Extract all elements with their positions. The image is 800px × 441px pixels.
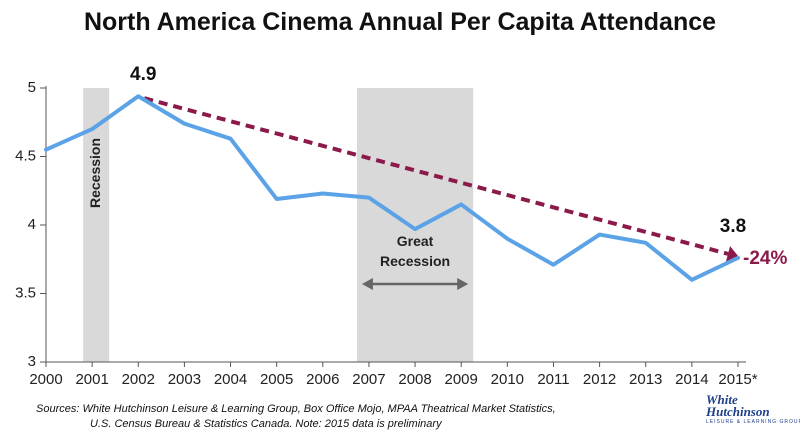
- x-tick-label: 2001: [75, 371, 108, 388]
- recession-label: Recession: [87, 138, 103, 208]
- range-arrow-right-head: [457, 278, 469, 290]
- logo-line-2: Hutchinson: [706, 404, 770, 419]
- x-tick-label: 2007: [352, 371, 385, 388]
- x-tick-label: 2009: [445, 371, 478, 388]
- white-hutchinson-logo: White Hutchinson Leisure & Learning Grou…: [706, 392, 800, 436]
- x-tick-label: 2004: [214, 371, 247, 388]
- recession-band: [356, 88, 474, 362]
- x-tick-label: 2000: [29, 371, 62, 388]
- percent-change-label: -24%: [743, 248, 787, 269]
- y-tick-label: 3.5: [15, 284, 36, 301]
- sources-line-2: U.S. Census Bureau & Statistics Canada. …: [90, 418, 442, 430]
- x-tick-label: 2012: [583, 371, 616, 388]
- x-tick-label: 2002: [122, 371, 155, 388]
- range-arrow-left-head: [361, 278, 373, 290]
- trend-line: [143, 96, 729, 256]
- y-tick-label: 4.5: [15, 147, 36, 164]
- sources-line-1: Sources: White Hutchinson Leisure & Lear…: [36, 403, 556, 415]
- logo-tagline: Leisure & Learning Group: [706, 419, 800, 425]
- attendance-line: [44, 94, 740, 282]
- y-tick-label: 4: [28, 216, 36, 233]
- x-tick-label: 2010: [491, 371, 524, 388]
- x-tick-label: 2006: [306, 371, 339, 388]
- chart-title: North America Cinema Annual Per Capita A…: [83, 8, 717, 36]
- y-tick-label: 5: [28, 79, 36, 96]
- x-tick-label: 2008: [398, 371, 431, 388]
- x-tick-label: 2005: [260, 371, 293, 388]
- y-tick-label: 3: [28, 353, 36, 370]
- logo-line-1: White: [706, 392, 738, 407]
- great-recession-label-line-2: Recession: [380, 253, 450, 269]
- sources-note: Sources: White Hutchinson Leisure & Lear…: [36, 402, 556, 432]
- x-tick-label: 2013: [629, 371, 662, 388]
- x-tick-label: 2014: [675, 371, 708, 388]
- x-tick-label: 2003: [168, 371, 201, 388]
- start-value-label: 4.9: [130, 64, 156, 85]
- recession-band: [83, 88, 110, 362]
- x-tick-label: 2015*: [718, 371, 757, 388]
- x-tick-label: 2011: [537, 371, 569, 388]
- great-recession-label-line-1: Great: [397, 233, 434, 249]
- end-value-label: 3.8: [720, 216, 746, 237]
